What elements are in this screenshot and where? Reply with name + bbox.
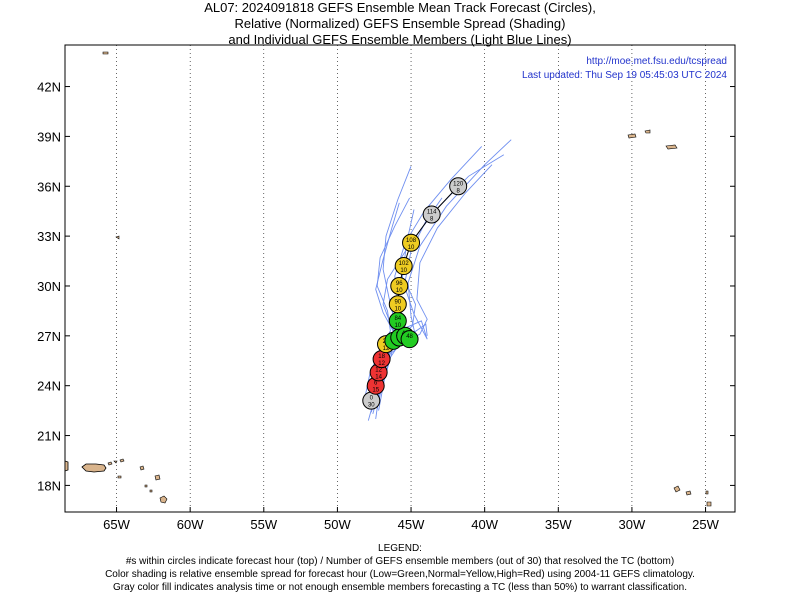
credit-updated: Last updated: Thu Sep 19 05:45:03 UTC 20… [522,70,727,81]
circle-hour: 48 [406,334,413,340]
circle-hour: 102 [399,261,410,267]
legend-heading: LEGEND: [378,543,422,554]
circle-hour: 90 [394,299,401,305]
circle-hour: 6 [374,381,378,387]
legend-line-3: Gray color fill indicates analysis time … [113,582,687,593]
y-tick-label: 33N [37,229,61,244]
island-cape-verde-3 [705,490,709,495]
circle-members: 14 [375,374,382,380]
island-cape-verde-2 [685,490,692,496]
land-masses [64,51,712,507]
track-circle-fill [394,257,413,276]
track-circle-fill [390,276,409,295]
island-cape-verde-4 [706,501,712,507]
circle-hour: 120 [453,181,464,187]
legend: LEGEND: #s within circles indicate forec… [0,542,800,594]
island-puerto-rico [81,463,107,473]
x-tick-label: 45W [398,517,425,532]
legend-line-2: Color shading is relative ensemble sprea… [105,569,695,580]
island-bermuda [115,235,120,240]
map-frame [64,44,736,513]
island-hispaniola-edge [64,460,69,472]
y-tick-label: 42N [37,80,61,95]
circle-hour: 108 [406,238,417,244]
circle-members: 10 [394,323,401,329]
meridian-gridlines [116,45,706,512]
track-circle-0: 030 [362,391,381,410]
circle-members: 8 [430,217,434,223]
island-leeward-2 [154,474,161,481]
circle-members: 12 [378,361,385,367]
track-circle-fill [388,295,407,314]
x-tick-label: 40W [471,517,498,532]
island-azores-2 [644,129,651,134]
island-leeward-1 [139,465,145,471]
ensemble-member-tracks [363,139,512,421]
y-tick-label: 30N [37,279,61,294]
member-track [372,139,512,415]
island-virgin-islands [107,458,125,466]
circle-hour: 114 [427,210,437,216]
circle-members: 10 [396,288,403,294]
axis-ticks: 65W 60W 55W 50W 45W 40W 35W 30W 25W 18N 21N 24N 27N 3… [37,80,735,532]
circle-members: 10 [408,245,415,251]
x-tick-label: 55W [250,517,277,532]
mean-track-circles: 0306151214181224123036424884109010961010… [362,177,468,410]
track-circle-6: 615 [366,376,385,395]
y-tick-label: 24N [37,379,61,394]
x-tick-label: 25W [692,517,719,532]
circle-members: 10 [394,306,401,312]
island-azores-1 [627,133,637,139]
circle-members: 10 [400,268,407,274]
x-tick-label: 60W [177,517,204,532]
y-tick-label: 18N [37,478,61,493]
island-top-left [102,51,109,55]
y-tick-label: 21N [37,429,61,444]
circle-members: 8 [456,188,460,194]
circle-hour: 84 [394,316,401,322]
circle-hour: 0 [370,396,374,402]
x-tick-label: 35W [545,517,572,532]
circle-members: 12 [383,346,390,352]
x-tick-label: 30W [619,517,646,532]
title-line-2: Relative (Normalized) GEFS Ensemble Spre… [234,16,566,31]
legend-line-1: #s within circles indicate forecast hour… [125,556,675,567]
x-tick-label: 50W [324,517,351,532]
island-small-b [117,475,122,479]
circle-hour: 12 [375,367,382,373]
track-circle-48: 48 [400,330,419,349]
title-line-1: AL07: 2024091818 GEFS Ensemble Mean Trac… [204,0,596,15]
y-tick-label: 36N [37,179,61,194]
x-tick-label: 65W [103,517,130,532]
y-tick-label: 39N [37,129,61,144]
circle-members: 15 [372,388,379,394]
island-small-a [144,484,153,493]
credit-url[interactable]: http://moe.met.fsu.edu/tcspread [586,56,727,67]
circle-hour: 18 [378,354,385,360]
circle-members: 30 [368,403,375,409]
island-guadeloupe [159,495,168,504]
island-cape-verde-1 [673,485,681,493]
title-line-3: and Individual GEFS Ensemble Members (Li… [228,32,572,47]
track-circle-fill [402,233,421,252]
circle-hour: 96 [396,281,403,287]
chart-title: AL07: 2024091818 GEFS Ensemble Mean Trac… [0,0,800,48]
y-tick-label: 27N [37,329,61,344]
island-azores-3 [665,144,678,150]
track-circle-fill [449,177,468,196]
track-circle-fill [400,330,419,349]
track-circle-fill [422,205,441,224]
